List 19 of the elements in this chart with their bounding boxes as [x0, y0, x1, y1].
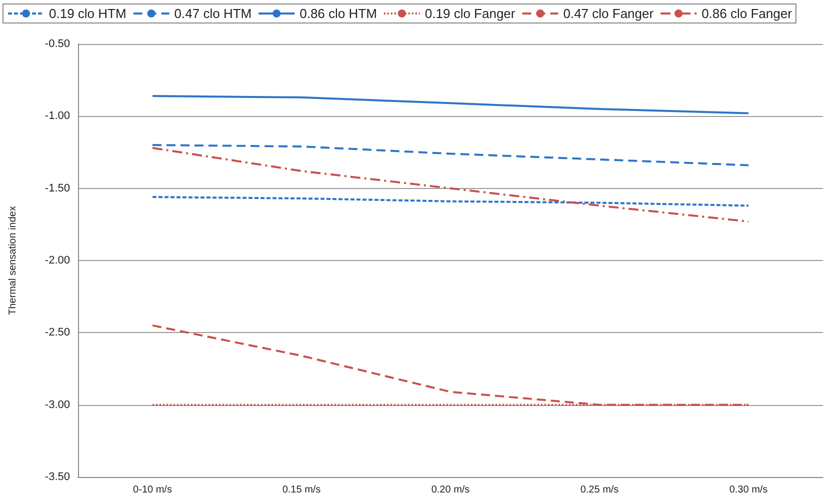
y-tick-label: -0.50: [44, 38, 70, 50]
y-tick-label: -1.50: [44, 182, 70, 194]
x-tick-label: 0.25 m/s: [580, 484, 619, 496]
legend-label: 0.47 clo HTM: [174, 6, 252, 21]
legend-label: 0.19 clo HTM: [49, 6, 126, 21]
legend-label: 0.86 clo HTM: [300, 6, 377, 21]
legend-label: 0.19 clo Fanger: [424, 6, 516, 21]
x-tick-label: 0.15 m/s: [282, 484, 321, 496]
y-tick-label: -3.00: [44, 398, 70, 411]
y-tick-label: -2.00: [44, 254, 70, 266]
x-tick-label: 0.20 m/s: [431, 484, 470, 496]
legend-label: 0.47 clo Fanger: [563, 6, 654, 21]
legend-label: 0.86 clo Fanger: [702, 6, 793, 21]
y-tick-label: -1.00: [44, 110, 70, 122]
x-tick-label: 0.30 m/s: [729, 484, 768, 496]
y-tick-label: -3.50: [44, 471, 70, 483]
x-tick-label: 0-10 m/s: [133, 484, 172, 496]
y-tick-label: -2.50: [44, 326, 70, 339]
y-axis-title: Thermal sensation index: [8, 206, 18, 315]
